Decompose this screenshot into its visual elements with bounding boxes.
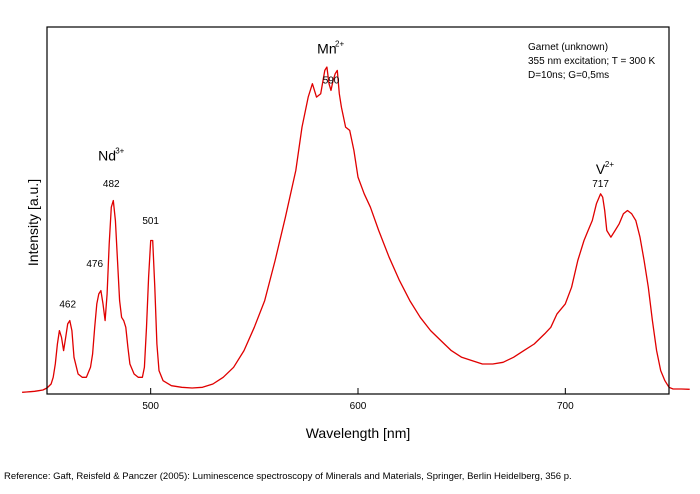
ion-label-1: Nd <box>98 147 116 163</box>
x-tick-label-700: 700 <box>557 401 574 412</box>
plot-frame <box>46 26 670 395</box>
info-line-3: D=10ns; G=0,5ms <box>528 70 609 81</box>
x-tick-label-500: 500 <box>142 401 159 412</box>
ion-labels: Nd 3+Mn2+V 2+ <box>98 40 614 177</box>
peak-label-501: 501 <box>142 216 159 227</box>
reference-note: Reference: Gaft, Reisfeld & Panczer (200… <box>4 471 572 482</box>
series-line-1 <box>22 66 690 393</box>
series-layer <box>22 66 690 393</box>
x-axis-label: Wavelength [nm] <box>306 425 411 441</box>
ion-charge-3: 2+ <box>605 160 614 169</box>
info-box: Garnet (unknown) 355 nm excitation; T = 3… <box>528 42 656 81</box>
axes-layer: Wavelength [nm] Intensity [a.u.] 500 600 7… <box>25 179 574 441</box>
peak-label-462: 462 <box>59 299 76 310</box>
peak-label-717: 717 <box>592 179 609 190</box>
x-tick-label-600: 600 <box>350 401 367 412</box>
y-axis-label: Intensity [a.u.] <box>25 179 41 266</box>
info-line-2: 355 nm excitation; T = 300 K <box>528 56 656 67</box>
ion-charge-1: 3+ <box>115 146 124 155</box>
peak-label-590: 590 <box>323 76 340 87</box>
peak-label-482: 482 <box>103 179 120 190</box>
info-line-1: Garnet (unknown) <box>528 42 608 53</box>
ion-label-2: Mn <box>317 41 336 57</box>
peak-labels: 462 476 482 501 590 717 <box>59 76 609 311</box>
peak-label-476: 476 <box>86 259 103 270</box>
ion-charge-2: 2+ <box>335 40 344 49</box>
ion-label-3: V <box>596 161 606 177</box>
